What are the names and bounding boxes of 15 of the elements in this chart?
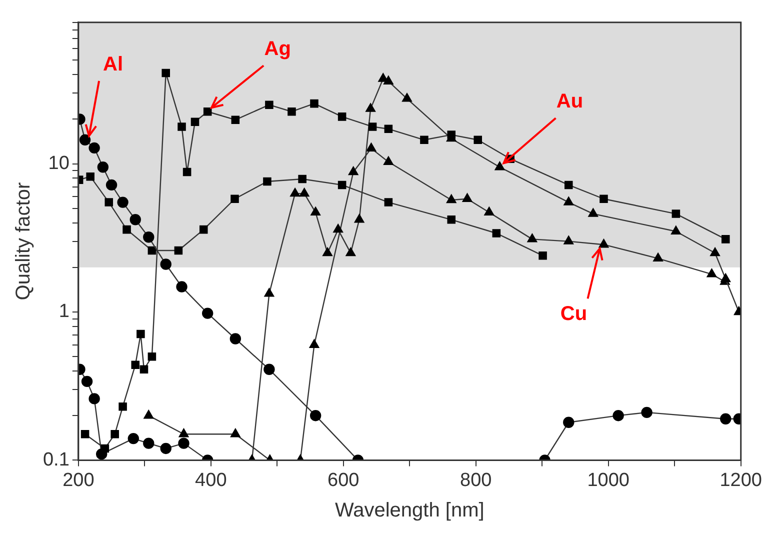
x-tick-label: 600 <box>328 470 360 491</box>
y-tick-label: 1 <box>58 301 70 322</box>
y-tick-label: 0.1 <box>42 449 70 470</box>
x-axis-title: Wavelength [nm] <box>334 500 484 522</box>
y-tick-label: 10 <box>48 153 70 174</box>
x-tick-label: 200 <box>62 470 94 491</box>
x-tick-label: 800 <box>460 470 492 491</box>
y-axis-title: Quality factor <box>12 182 35 300</box>
text: Cu <box>560 303 588 326</box>
text: Al <box>103 53 124 76</box>
x-tick-label: 1200 <box>720 470 762 491</box>
x-tick-label: 400 <box>195 470 227 491</box>
text: Ag <box>264 38 291 60</box>
text: Au <box>556 90 584 113</box>
x-tick-label: 1000 <box>587 470 630 491</box>
